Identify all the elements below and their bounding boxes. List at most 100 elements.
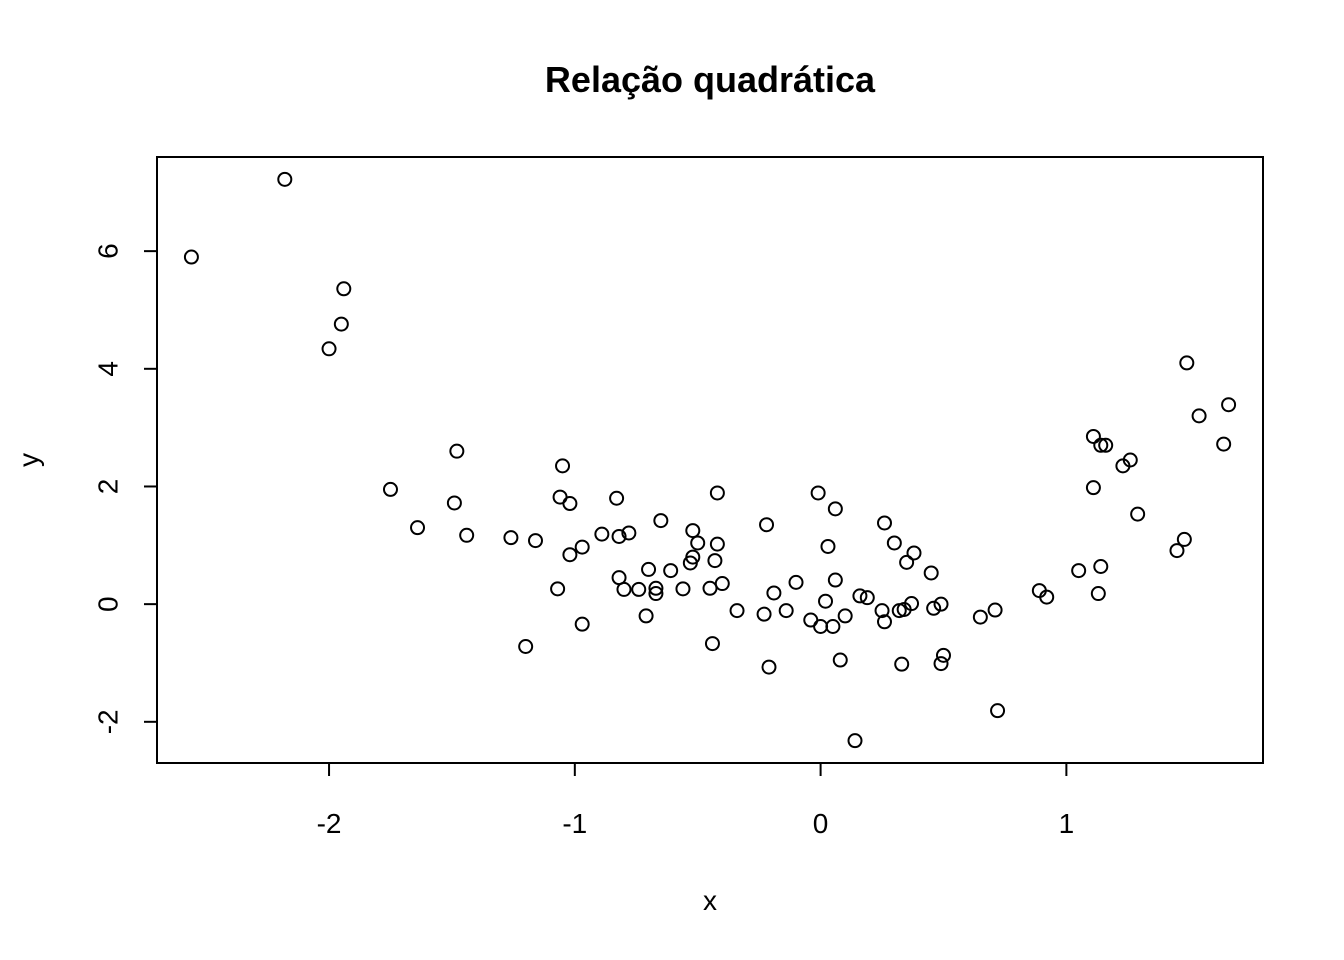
data-point-3: [321, 341, 337, 357]
y-tick-label: 6: [92, 243, 123, 259]
data-point-74: [906, 545, 922, 561]
data-point-72: [899, 554, 915, 570]
data-point-56: [820, 538, 836, 554]
data-point-86: [1085, 480, 1101, 496]
data-point-32: [653, 513, 669, 529]
x-tick-label: 0: [813, 808, 829, 839]
data-point-30: [648, 580, 664, 596]
data-point-100: [1221, 397, 1237, 413]
data-point-64: [859, 590, 875, 606]
data-point-51: [788, 574, 804, 590]
data-point-5: [336, 281, 352, 297]
data-point-88: [1090, 586, 1106, 602]
data-point-59: [827, 572, 843, 588]
data-point-61: [837, 608, 853, 624]
data-point-14: [550, 581, 566, 597]
y-axis-label: y: [13, 453, 44, 467]
data-point-47: [759, 517, 775, 533]
data-point-80: [972, 609, 988, 625]
data-point-6: [382, 481, 398, 497]
data-point-58: [827, 501, 843, 517]
data-point-46: [756, 606, 772, 622]
data-point-33: [663, 563, 679, 579]
data-point-53: [810, 485, 826, 501]
data-point-37: [685, 523, 701, 539]
plot-area-frame: [156, 156, 1264, 764]
data-point-55: [818, 593, 834, 609]
data-point-41: [707, 553, 723, 569]
data-point-60: [832, 652, 848, 668]
data-point-28: [638, 608, 654, 624]
y-tick-label: 4: [92, 361, 123, 377]
data-point-63: [852, 588, 868, 604]
data-point-91: [1098, 437, 1114, 453]
data-point-76: [926, 600, 942, 616]
data-point-96: [1176, 531, 1192, 547]
x-tick-label: 1: [1059, 808, 1075, 839]
data-point-77: [933, 656, 949, 672]
chart-title: Relação quadrática: [545, 59, 876, 100]
data-point-8: [446, 495, 462, 511]
data-point-17: [562, 496, 578, 512]
data-point-97: [1179, 355, 1195, 371]
data-point-40: [704, 636, 720, 652]
data-point-27: [631, 581, 647, 597]
data-point-94: [1130, 506, 1146, 522]
data-point-29: [641, 561, 657, 577]
data-point-98: [1191, 408, 1207, 424]
data-point-70: [894, 656, 910, 672]
x-tick-label: -1: [562, 808, 587, 839]
data-point-10: [459, 527, 475, 543]
data-point-12: [518, 639, 534, 655]
data-point-16: [555, 458, 571, 474]
data-point-21: [594, 526, 610, 542]
data-point-81: [987, 602, 1003, 618]
data-point-57: [825, 619, 841, 635]
data-point-49: [766, 585, 782, 601]
data-point-45: [729, 603, 745, 619]
data-point-84: [1039, 589, 1055, 605]
data-point-48: [761, 659, 777, 675]
data-point-78: [933, 596, 949, 612]
data-point-67: [877, 614, 893, 630]
x-axis-ticks: -2 -1 0 1: [317, 763, 1075, 839]
data-point-43: [709, 536, 725, 552]
x-tick-label: -2: [317, 808, 342, 839]
y-tick-label: 0: [92, 596, 123, 612]
data-point-31: [648, 586, 664, 602]
data-point-36: [685, 549, 701, 565]
data-point-65: [874, 603, 890, 619]
data-point-73: [904, 596, 920, 612]
data-point-20: [574, 616, 590, 632]
data-point-2: [277, 171, 293, 187]
data-point-50: [778, 603, 794, 619]
data-point-89: [1093, 437, 1109, 453]
data-point-39: [702, 580, 718, 596]
data-point-1: [183, 249, 199, 265]
data-point-99: [1216, 436, 1232, 452]
data-point-26: [621, 525, 637, 541]
data-point-24: [611, 528, 627, 544]
data-point-25: [616, 581, 632, 597]
data-point-66: [877, 515, 893, 531]
data-point-95: [1169, 543, 1185, 559]
data-point-90: [1093, 558, 1109, 574]
data-point-34: [675, 581, 691, 597]
data-point-79: [935, 647, 951, 663]
data-point-38: [690, 535, 706, 551]
data-point-9: [449, 443, 465, 459]
data-point-42: [709, 485, 725, 501]
data-point-87: [1085, 428, 1101, 444]
data-point-19: [574, 539, 590, 555]
data-point-82: [990, 703, 1006, 719]
y-tick-label: -2: [92, 709, 123, 734]
x-axis-label: x: [703, 885, 717, 916]
data-point-44: [714, 576, 730, 592]
data-point-93: [1122, 452, 1138, 468]
data-point-54: [813, 619, 829, 635]
data-point-18: [562, 547, 578, 563]
data-point-13: [527, 533, 543, 549]
y-tick-label: 2: [92, 479, 123, 495]
scatter-points: [183, 171, 1237, 749]
